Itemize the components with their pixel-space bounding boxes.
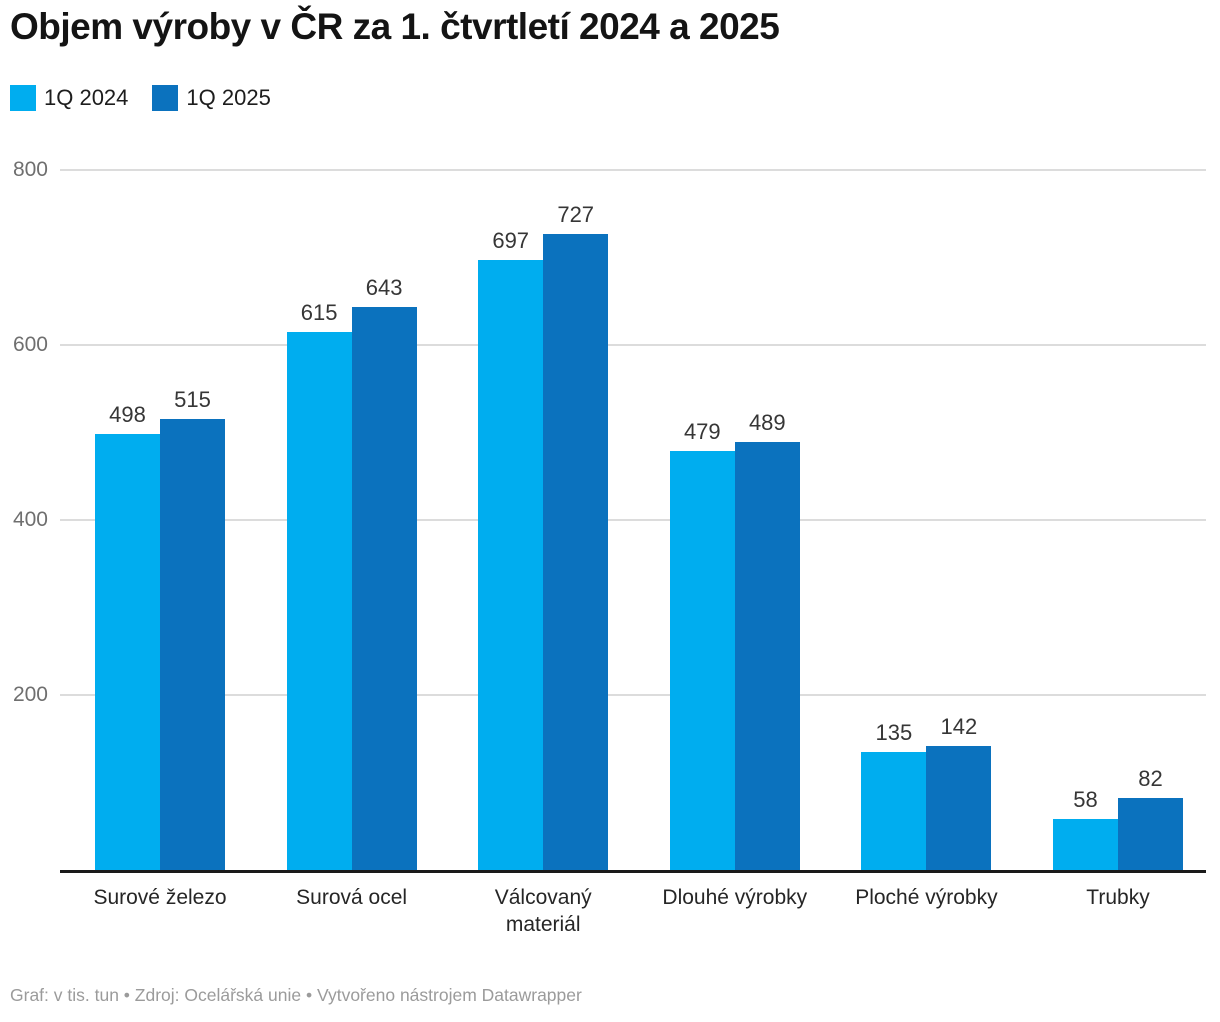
y-axis-label-400: 400: [12, 508, 48, 531]
x-axis-category-label: Trubky: [1086, 886, 1150, 909]
y-axis-label-800: 800: [12, 158, 48, 181]
gridline-600: [60, 344, 1206, 346]
x-axis-category-label: Válcovaný materiál: [494, 886, 592, 936]
bar-value-label: 82: [1138, 766, 1163, 792]
bar-value-label: 498: [109, 402, 146, 428]
bar[interactable]: [95, 434, 160, 870]
x-axis-category-label: Ploché výrobky: [855, 886, 998, 909]
legend-swatch-1q2024: [10, 85, 36, 111]
y-axis-label-600: 600: [12, 333, 48, 356]
bar-value-label: 58: [1073, 787, 1098, 813]
bar-value-label: 697: [492, 228, 530, 254]
legend-label-1q2024: 1Q 2024: [44, 85, 129, 110]
legend-item-1q2024: 1Q 2024: [10, 85, 128, 111]
x-axis-category-label: Surová ocel: [296, 886, 408, 909]
x-axis-category-label: Surové železo: [93, 886, 227, 909]
bar-value-label: 142: [940, 713, 978, 739]
gridline-800: [60, 169, 1206, 171]
gridline-200: [60, 694, 1206, 696]
y-axis-label-200: 200: [12, 683, 48, 706]
legend-item-1q2025: 1Q 2025: [152, 85, 271, 111]
bar[interactable]: [351, 307, 417, 870]
bar[interactable]: [669, 450, 735, 870]
x-axis-category-label: Dlouhé výrobky: [662, 886, 808, 909]
bar-value-label: 135: [875, 719, 913, 745]
bar-value-label: 615: [300, 299, 338, 325]
bar-value-label: 515: [174, 387, 211, 413]
chart-title: Objem výroby v ČR za 1. čtvrtletí 2024 a…: [10, 6, 780, 47]
footer-note: Graf: v tis. tun • Zdroj: Ocelářská unie…: [10, 985, 582, 1005]
legend-swatch-1q2025: [152, 85, 179, 111]
bar[interactable]: [1118, 798, 1183, 870]
bar-value-label: 727: [557, 201, 595, 227]
legend-label-1q2025: 1Q 2025: [186, 85, 271, 110]
bar[interactable]: [926, 745, 992, 870]
bar[interactable]: [160, 419, 225, 870]
bar[interactable]: [543, 233, 609, 870]
gridline-400: [60, 519, 1206, 521]
x-axis-line: [60, 870, 1206, 873]
bar[interactable]: [286, 331, 352, 870]
bar[interactable]: [734, 442, 800, 870]
bar-value-label: 643: [365, 275, 403, 301]
legend: 1Q 2024 1Q 2025: [10, 85, 271, 111]
bar[interactable]: [861, 751, 927, 870]
bar-value-label: 489: [748, 410, 786, 436]
bar[interactable]: [478, 260, 544, 870]
bar-value-label: 479: [683, 418, 721, 444]
bar[interactable]: [1053, 819, 1118, 870]
